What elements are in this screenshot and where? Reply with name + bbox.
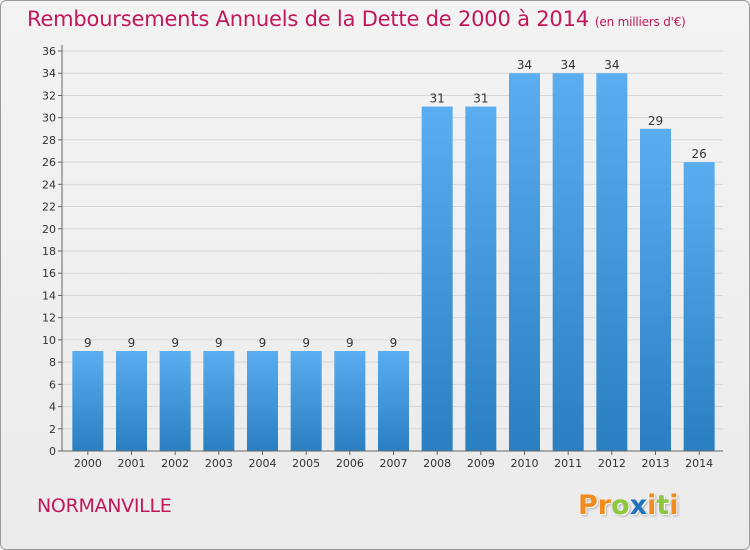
value-label-2014: 26 [692,147,707,161]
logo-letter: i [647,490,657,521]
bar-2011 [552,73,584,451]
x-tick-label-2003: 2003 [205,457,233,470]
value-label-2012: 34 [604,58,619,72]
y-tick-label: 22 [42,201,56,214]
x-tick-label-2000: 2000 [74,457,102,470]
y-tick-label: 14 [42,289,56,302]
y-tick-label: 12 [42,312,56,325]
x-tick-label-2005: 2005 [292,457,320,470]
value-label-2013: 29 [648,114,663,128]
city-name: NORMANVILLE [37,495,172,517]
value-label-2004: 9 [259,336,267,350]
value-label-2006: 9 [346,336,354,350]
value-label-2009: 31 [473,92,488,106]
x-tick-label-2004: 2004 [249,457,277,470]
x-tick-label-2010: 2010 [511,457,539,470]
logo-letter: t [656,490,670,521]
chart-title: Remboursements Annuels de la Dette de 20… [27,7,686,31]
bar-2008 [421,106,453,452]
bar-2010 [509,73,540,451]
y-tick-label: 36 [42,45,56,58]
value-label-2011: 34 [561,58,576,72]
y-tick-label: 2 [49,423,56,436]
y-tick-label: 20 [42,223,56,236]
y-tick-label: 24 [42,178,56,191]
x-tick-label-2011: 2011 [554,457,582,470]
x-tick-label-2002: 2002 [161,457,189,470]
y-tick-label: 34 [42,67,56,80]
y-tick-label: 4 [49,401,56,414]
proxiti-logo[interactable]: Proxiti [578,490,679,521]
axes [58,45,723,455]
x-tick-label-2006: 2006 [336,457,364,470]
value-label-2001: 9 [128,336,136,350]
y-tick-label: 30 [42,112,56,125]
x-tick-label-2012: 2012 [598,457,626,470]
labels: 0246810121416182022242628303234369200092… [42,45,713,470]
logo-letter: i [669,490,679,521]
bar-2004 [247,351,278,451]
value-label-2010: 34 [517,58,532,72]
logo-letter: r [597,490,612,521]
x-tick-label-2008: 2008 [423,457,451,470]
bar-2014 [683,162,715,451]
chart-title-text: Remboursements Annuels de la Dette de 20… [27,7,589,31]
value-label-2005: 9 [302,336,310,350]
y-tick-label: 10 [42,334,56,347]
x-tick-label-2001: 2001 [118,457,146,470]
y-tick-label: 18 [42,245,56,258]
bar-2005 [290,351,322,451]
bar-2002 [159,351,191,451]
y-tick-label: 8 [49,356,56,369]
bars [72,73,715,452]
value-label-2007: 9 [390,336,398,350]
x-tick-label-2013: 2013 [642,457,670,470]
bar-2013 [640,128,671,451]
value-label-2008: 31 [430,92,445,106]
y-tick-label: 28 [42,134,56,147]
value-label-2002: 9 [171,336,179,350]
y-tick-label: 16 [42,267,56,280]
x-tick-label-2009: 2009 [467,457,495,470]
chart-unit: (en milliers d'€) [594,15,686,29]
x-tick-label-2007: 2007 [380,457,408,470]
bar-2000 [72,351,104,451]
logo-letter: P [578,490,598,521]
logo-letter: o [611,490,630,521]
bar-2006 [334,351,366,451]
bar-2007 [378,351,409,451]
y-tick-label: 26 [42,156,56,169]
bar-2009 [465,106,497,452]
y-tick-label: 32 [42,89,56,102]
y-tick-label: 6 [49,378,56,391]
bar-2012 [596,73,628,451]
value-label-2000: 9 [84,336,92,350]
y-tick-label: 0 [49,445,56,458]
x-tick-label-2014: 2014 [685,457,713,470]
bar-2003 [203,351,235,451]
bar-2001 [116,351,147,451]
logo-letter: x [629,490,648,521]
value-label-2003: 9 [215,336,223,350]
